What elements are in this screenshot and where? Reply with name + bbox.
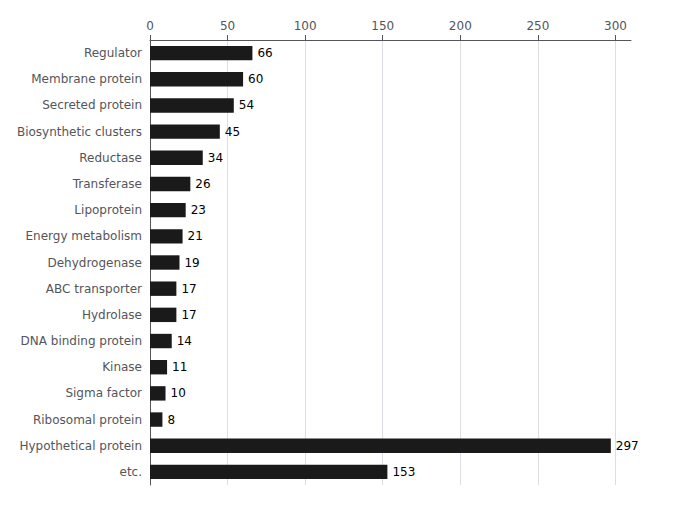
svg-text:8: 8: [167, 413, 175, 427]
svg-text:0: 0: [146, 19, 154, 33]
svg-text:Biosynthetic clusters: Biosynthetic clusters: [17, 125, 142, 139]
svg-text:300: 300: [604, 19, 627, 33]
svg-text:Secreted protein: Secreted protein: [42, 98, 142, 112]
svg-text:10: 10: [171, 386, 186, 400]
svg-text:DNA binding protein: DNA binding protein: [21, 334, 142, 348]
svg-text:Reductase: Reductase: [79, 151, 142, 165]
svg-text:150: 150: [371, 19, 394, 33]
svg-text:23: 23: [191, 203, 206, 217]
svg-text:297: 297: [616, 439, 639, 453]
svg-text:Hydrolase: Hydrolase: [82, 308, 142, 322]
svg-text:60: 60: [248, 72, 263, 86]
svg-text:Regulator: Regulator: [84, 46, 142, 60]
svg-text:200: 200: [449, 19, 472, 33]
svg-text:45: 45: [225, 125, 240, 139]
svg-text:Kinase: Kinase: [102, 360, 142, 374]
svg-text:Membrane protein: Membrane protein: [31, 72, 142, 86]
svg-text:Hypothetical protein: Hypothetical protein: [19, 439, 142, 453]
svg-text:17: 17: [181, 282, 196, 296]
svg-text:100: 100: [294, 19, 317, 33]
svg-text:etc.: etc.: [120, 465, 143, 479]
svg-text:66: 66: [257, 46, 272, 60]
svg-text:54: 54: [239, 98, 254, 112]
svg-text:50: 50: [220, 19, 235, 33]
svg-text:21: 21: [188, 229, 203, 243]
svg-text:14: 14: [177, 334, 192, 348]
svg-text:Transferase: Transferase: [72, 177, 142, 191]
svg-text:Lipoprotein: Lipoprotein: [74, 203, 142, 217]
svg-text:Ribosomal protein: Ribosomal protein: [33, 413, 142, 427]
svg-text:153: 153: [392, 465, 415, 479]
svg-text:250: 250: [526, 19, 549, 33]
svg-text:34: 34: [208, 151, 223, 165]
svg-text:17: 17: [181, 308, 196, 322]
svg-text:11: 11: [172, 360, 187, 374]
svg-text:ABC transporter: ABC transporter: [46, 282, 142, 296]
svg-text:Dehydrogenase: Dehydrogenase: [47, 256, 142, 270]
svg-text:Sigma factor: Sigma factor: [65, 386, 142, 400]
svg-text:Energy metabolism: Energy metabolism: [25, 229, 142, 243]
svg-text:19: 19: [184, 256, 199, 270]
svg-text:26: 26: [195, 177, 210, 191]
